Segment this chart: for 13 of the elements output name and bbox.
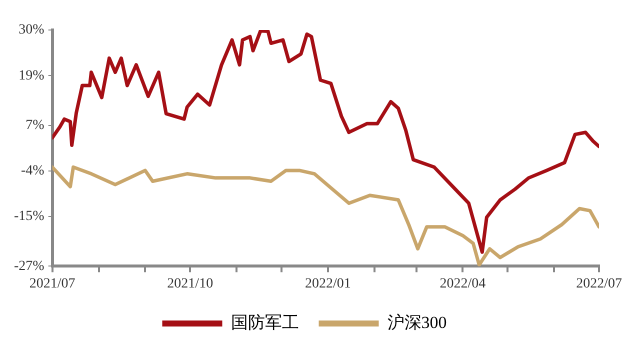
y-tick-label: 7%	[26, 118, 45, 133]
y-tick-label: 19%	[18, 68, 45, 84]
x-tick-label: 2022/01	[304, 276, 351, 292]
y-tick-label: -27%	[14, 258, 45, 274]
y-tick-label: 30%	[18, 22, 45, 38]
legend-label: 沪深300	[387, 312, 447, 332]
legend-label: 国防军工	[230, 312, 299, 332]
y-tick-label: -15%	[14, 209, 45, 224]
x-tick-label: 2021/10	[167, 276, 214, 292]
x-tick-label: 2022/07	[576, 276, 622, 292]
y-tick-label: -4%	[20, 164, 45, 179]
x-tick-label: 2022/04	[440, 276, 486, 292]
x-tick-label: 2021/07	[29, 276, 76, 292]
